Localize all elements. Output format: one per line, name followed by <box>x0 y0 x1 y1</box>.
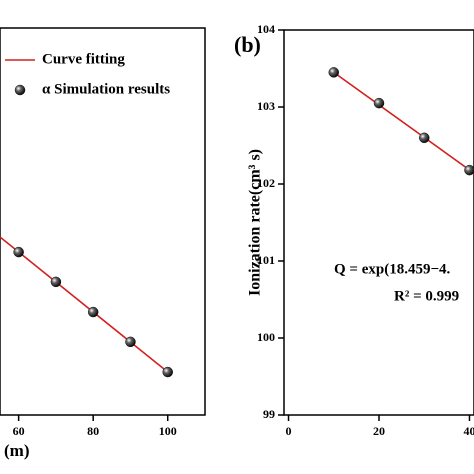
x-tick-label: 60 <box>13 424 25 438</box>
x-tick-label: 0 <box>286 424 292 438</box>
fit-line <box>333 71 474 174</box>
legend-label: α Simulation results <box>42 81 170 97</box>
y-axis-title: Ionization rate(cm³ s) <box>247 149 264 296</box>
data-point <box>418 132 430 144</box>
data-point <box>464 164 474 176</box>
x-tick-label: 80 <box>87 424 99 438</box>
y-tick-label: 101 <box>257 253 275 267</box>
y-tick-label: 99 <box>263 407 275 421</box>
data-point <box>162 366 173 378</box>
data-point <box>50 276 62 288</box>
legend-marker <box>14 84 26 96</box>
x-tick-label: 100 <box>159 424 177 438</box>
y-tick-label: 100 <box>257 330 275 344</box>
data-point <box>125 336 136 348</box>
legend-label: Curve fitting <box>42 51 125 67</box>
y-tick-label: 103 <box>257 99 275 113</box>
annotation: R² = 0.999 <box>394 288 459 304</box>
panel-label: (b) <box>234 32 261 57</box>
y-tick-label: 104 <box>257 22 275 36</box>
data-point <box>373 97 385 109</box>
data-point <box>13 246 24 258</box>
data-point <box>328 67 340 78</box>
x-tick-label: 40 <box>463 424 474 438</box>
data-point <box>87 306 99 318</box>
y-tick-label: 102 <box>257 176 275 190</box>
fit-line <box>0 236 169 373</box>
plot-frame <box>0 27 206 416</box>
x-axis-title: (m) <box>4 441 29 460</box>
plot-frame <box>283 29 474 416</box>
x-tick-label: 20 <box>373 424 385 438</box>
annotation: Q = exp(18.459−4. <box>334 261 451 277</box>
